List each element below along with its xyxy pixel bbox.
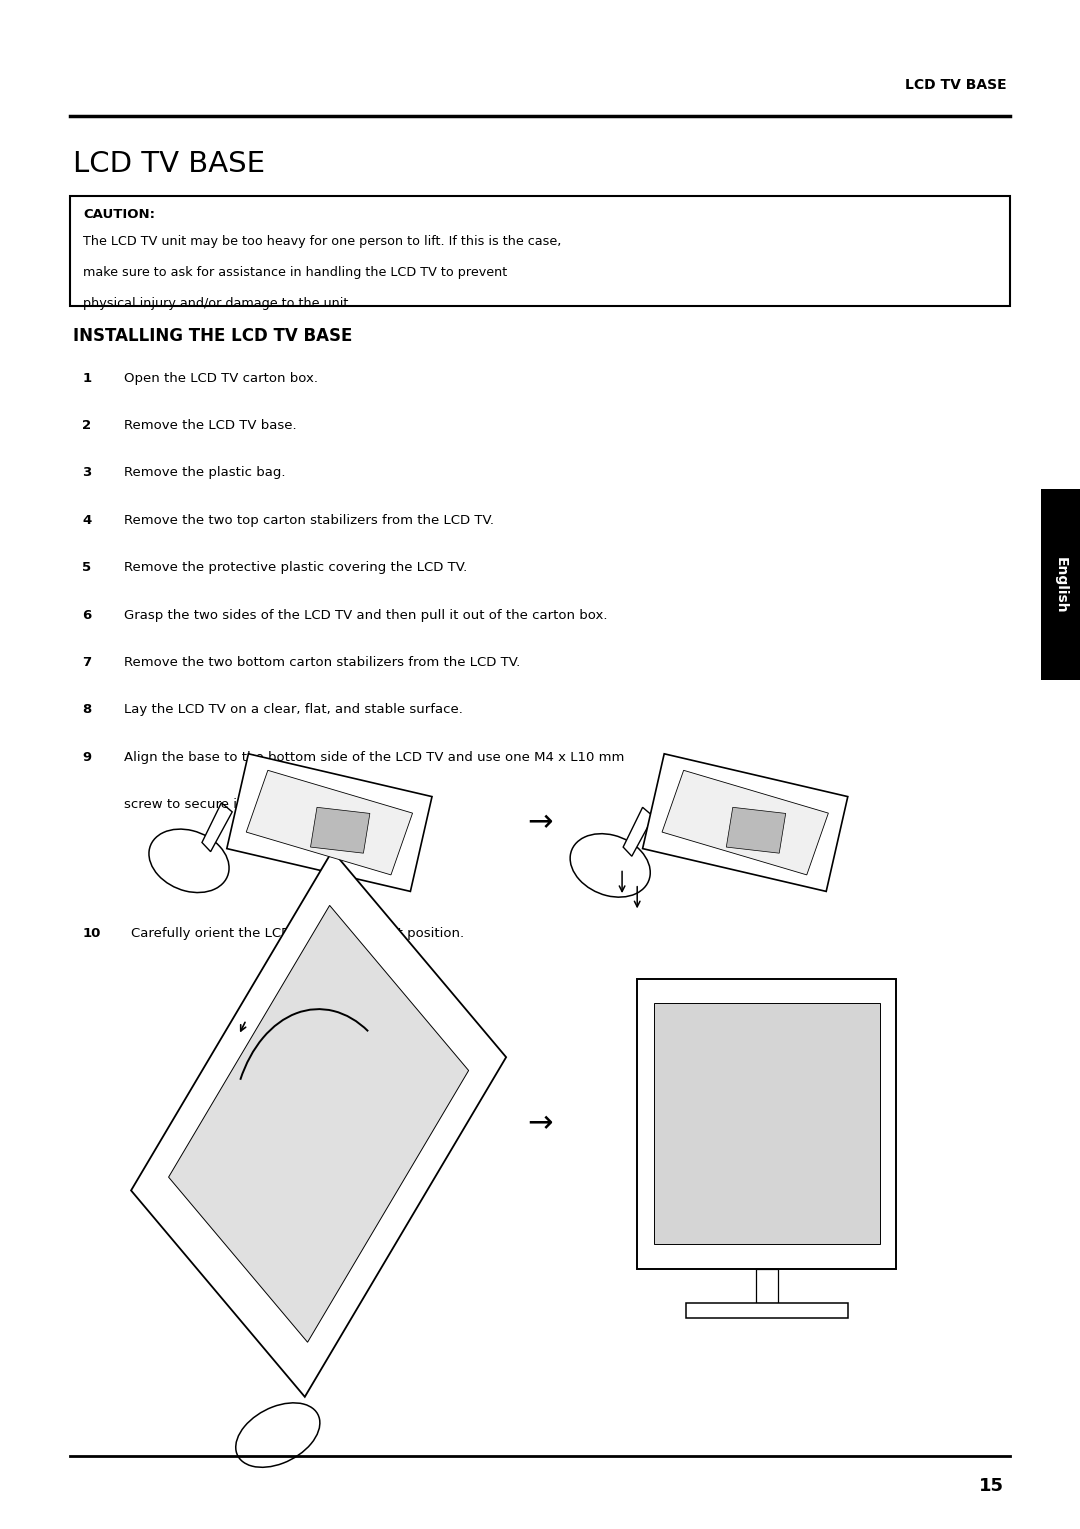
- Text: The LCD TV unit may be too heavy for one person to lift. If this is the case,: The LCD TV unit may be too heavy for one…: [83, 235, 562, 249]
- FancyBboxPatch shape: [70, 196, 1010, 306]
- Polygon shape: [311, 807, 369, 853]
- Polygon shape: [637, 979, 896, 1269]
- Text: Carefully orient the LCD TV in an upright position.: Carefully orient the LCD TV in an uprigh…: [131, 927, 463, 940]
- Text: 1: 1: [82, 372, 91, 385]
- Polygon shape: [726, 807, 785, 853]
- Text: Remove the two top carton stabilizers from the LCD TV.: Remove the two top carton stabilizers fr…: [124, 514, 495, 528]
- FancyBboxPatch shape: [1041, 489, 1080, 680]
- Polygon shape: [227, 754, 432, 891]
- Text: 7: 7: [82, 656, 91, 670]
- Text: LCD TV BASE: LCD TV BASE: [905, 78, 1007, 92]
- Text: 8: 8: [82, 703, 92, 717]
- Polygon shape: [623, 807, 653, 856]
- Text: 2: 2: [82, 419, 91, 433]
- Polygon shape: [756, 1269, 778, 1303]
- Text: Lay the LCD TV on a clear, flat, and stable surface.: Lay the LCD TV on a clear, flat, and sta…: [124, 703, 463, 717]
- Text: Remove the protective plastic covering the LCD TV.: Remove the protective plastic covering t…: [124, 561, 468, 575]
- Polygon shape: [168, 905, 469, 1342]
- Polygon shape: [202, 803, 232, 852]
- Text: English: English: [1054, 557, 1067, 613]
- Text: make sure to ask for assistance in handling the LCD TV to prevent: make sure to ask for assistance in handl…: [83, 266, 508, 280]
- Polygon shape: [643, 754, 848, 891]
- Text: →: →: [527, 1110, 553, 1138]
- Polygon shape: [686, 1303, 848, 1318]
- Text: Remove the LCD TV base.: Remove the LCD TV base.: [124, 419, 297, 433]
- Text: 15: 15: [980, 1477, 1004, 1495]
- Ellipse shape: [235, 1402, 320, 1468]
- Text: Align the base to the bottom side of the LCD TV and use one M4 x L10 mm: Align the base to the bottom side of the…: [124, 751, 624, 764]
- Text: Grasp the two sides of the LCD TV and then pull it out of the carton box.: Grasp the two sides of the LCD TV and th…: [124, 609, 608, 622]
- Text: 9: 9: [82, 751, 91, 764]
- Ellipse shape: [149, 829, 229, 893]
- Polygon shape: [662, 771, 828, 875]
- Text: INSTALLING THE LCD TV BASE: INSTALLING THE LCD TV BASE: [73, 327, 353, 346]
- Text: 5: 5: [82, 561, 91, 575]
- Text: LCD TV BASE: LCD TV BASE: [73, 150, 266, 177]
- Text: 3: 3: [82, 466, 92, 480]
- Text: 6: 6: [82, 609, 92, 622]
- Text: Open the LCD TV carton box.: Open the LCD TV carton box.: [124, 372, 319, 385]
- Polygon shape: [654, 1003, 879, 1245]
- Text: →: →: [527, 809, 553, 836]
- Text: Remove the two bottom carton stabilizers from the LCD TV.: Remove the two bottom carton stabilizers…: [124, 656, 521, 670]
- Text: Remove the plastic bag.: Remove the plastic bag.: [124, 466, 286, 480]
- Polygon shape: [246, 771, 413, 875]
- Text: CAUTION:: CAUTION:: [83, 208, 156, 222]
- Text: physical injury and/or damage to the unit.: physical injury and/or damage to the uni…: [83, 297, 353, 310]
- Text: screw to secure it.: screw to secure it.: [124, 798, 246, 812]
- Polygon shape: [131, 850, 507, 1398]
- Ellipse shape: [570, 833, 650, 898]
- Text: 10: 10: [82, 927, 100, 940]
- Text: 4: 4: [82, 514, 92, 528]
